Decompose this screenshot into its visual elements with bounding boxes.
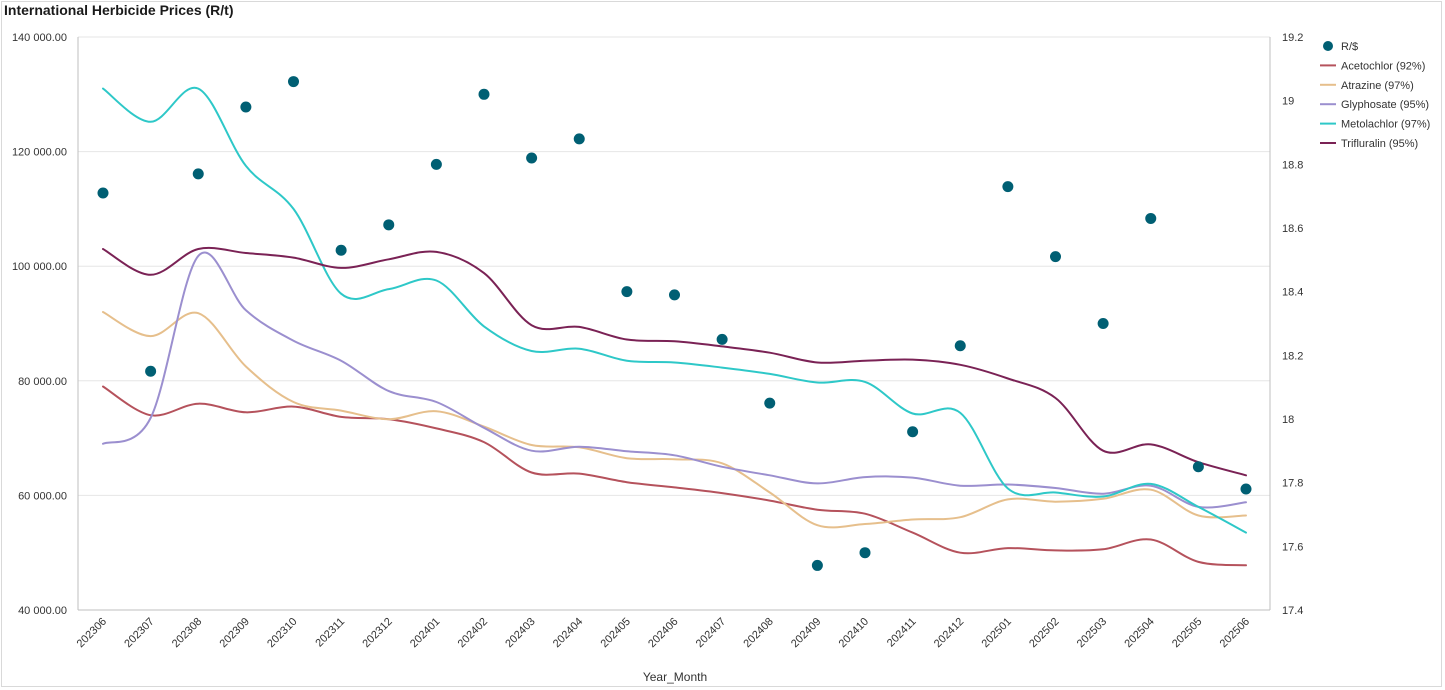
series-line-3 bbox=[102, 86, 1247, 534]
rs-point bbox=[859, 547, 871, 559]
x-tick-label: 202501 bbox=[980, 616, 1014, 650]
legend-label: Trifluralin (95%) bbox=[1341, 138, 1418, 150]
scatter-points bbox=[97, 76, 1252, 571]
rs-point bbox=[430, 158, 442, 170]
rs-point bbox=[669, 289, 680, 301]
chart-legend: R/$ Acetochlor (92%) Atrazine (97%) Glyphos… bbox=[1320, 41, 1430, 150]
x-tick-label: 202503 bbox=[1075, 616, 1109, 650]
rs-point bbox=[97, 187, 109, 199]
grid-lines bbox=[78, 36, 1270, 611]
x-axis-label: Year_Month bbox=[643, 670, 707, 684]
x-tick-label: 202505 bbox=[1170, 616, 1204, 650]
rs-point bbox=[288, 76, 299, 88]
x-tick-label: 202409 bbox=[789, 616, 823, 650]
rs-point bbox=[1097, 318, 1109, 329]
y2-tick-label: 17.6 bbox=[1282, 541, 1303, 553]
y2-tick-label: 18.8 bbox=[1282, 159, 1303, 171]
rs-point bbox=[954, 340, 966, 352]
chart-title: International Herbicide Prices (R/t) bbox=[4, 2, 234, 18]
rs-point bbox=[1240, 483, 1252, 495]
axes bbox=[77, 37, 1271, 611]
legend-label: Glyphosate (95%) bbox=[1341, 99, 1429, 111]
x-tick-label: 202411 bbox=[885, 616, 919, 650]
series-line-4 bbox=[102, 246, 1247, 477]
rs-point bbox=[335, 244, 347, 256]
rs-point bbox=[192, 168, 204, 180]
legend-marker-rs bbox=[1323, 41, 1333, 51]
x-tick-label: 202401 bbox=[408, 616, 442, 650]
x-tick-label: 202410 bbox=[837, 616, 871, 650]
x-tick-label: 202407 bbox=[694, 616, 728, 650]
x-tick-label: 202506 bbox=[1218, 616, 1252, 650]
y-tick-label: 100 000.00 bbox=[12, 261, 67, 273]
y-tick-label: 40 000.00 bbox=[18, 605, 67, 617]
rs-point bbox=[383, 219, 395, 231]
rs-point bbox=[716, 333, 728, 345]
y2-tick-label: 18 bbox=[1282, 414, 1294, 426]
legend-label: Acetochlor (92%) bbox=[1341, 60, 1425, 72]
x-tick-label: 202402 bbox=[456, 616, 490, 650]
y2-tick-label: 19.2 bbox=[1282, 32, 1303, 44]
x-tick-label: 202408 bbox=[741, 616, 775, 650]
x-tick-label: 202309 bbox=[218, 616, 252, 650]
x-tick-label: 202310 bbox=[265, 616, 299, 650]
series-line-2 bbox=[102, 251, 1247, 509]
x-tick-label: 202308 bbox=[170, 616, 204, 650]
rs-point bbox=[1002, 181, 1014, 193]
rs-point bbox=[621, 286, 633, 298]
x-tick-label: 202406 bbox=[646, 616, 680, 650]
x-axis-ticks: 202306 202307 202308 202309 202310 202311 2023… bbox=[75, 616, 1252, 650]
rs-point bbox=[478, 88, 490, 100]
x-tick-label: 202502 bbox=[1027, 616, 1061, 650]
y2-tick-label: 18.6 bbox=[1282, 223, 1303, 235]
rs-point bbox=[240, 101, 252, 113]
y-tick-label: 140 000.00 bbox=[12, 32, 67, 44]
x-tick-label: 202312 bbox=[360, 616, 394, 650]
y2-tick-label: 18.2 bbox=[1282, 350, 1303, 362]
series-lines bbox=[102, 86, 1247, 567]
rs-point bbox=[526, 152, 538, 164]
y-tick-label: 80 000.00 bbox=[18, 376, 67, 388]
y-tick-label: 120 000.00 bbox=[12, 147, 67, 159]
y-axis-ticks: 140 000.00 120 000.00 100 000.00 80 000.00 6… bbox=[12, 32, 67, 617]
y2-tick-label: 18.4 bbox=[1282, 287, 1303, 299]
legend-label: Metolachlor (97%) bbox=[1341, 119, 1430, 131]
rs-point bbox=[764, 397, 776, 409]
rs-point bbox=[907, 426, 919, 438]
y2-tick-label: 19 bbox=[1282, 96, 1294, 108]
x-tick-label: 202405 bbox=[599, 616, 633, 650]
x-tick-label: 202412 bbox=[932, 616, 966, 650]
x-tick-label: 202404 bbox=[551, 616, 585, 650]
x-tick-label: 202504 bbox=[1122, 616, 1156, 650]
y2-tick-label: 17.8 bbox=[1282, 478, 1303, 490]
x-tick-label: 202403 bbox=[503, 616, 537, 650]
rs-point bbox=[145, 365, 157, 377]
y-tick-label: 60 000.00 bbox=[18, 490, 67, 502]
y2-tick-label: 17.4 bbox=[1282, 605, 1303, 617]
series-line-1 bbox=[102, 311, 1247, 529]
x-tick-label: 202306 bbox=[75, 616, 109, 650]
rs-point bbox=[811, 559, 823, 571]
series-line-0 bbox=[102, 385, 1247, 567]
rs-point bbox=[1192, 461, 1204, 473]
rs-point bbox=[573, 133, 585, 145]
x-tick-label: 202307 bbox=[122, 616, 156, 650]
x-tick-label: 202311 bbox=[313, 616, 347, 650]
rs-point bbox=[1145, 212, 1157, 224]
legend-label: R/$ bbox=[1341, 41, 1358, 53]
legend-label: Atrazine (97%) bbox=[1341, 80, 1414, 92]
rs-point bbox=[1050, 251, 1061, 263]
y2-axis-ticks: 19.2 19 18.8 18.6 18.4 18.2 18 17.8 17.6 17.4 bbox=[1282, 32, 1303, 617]
